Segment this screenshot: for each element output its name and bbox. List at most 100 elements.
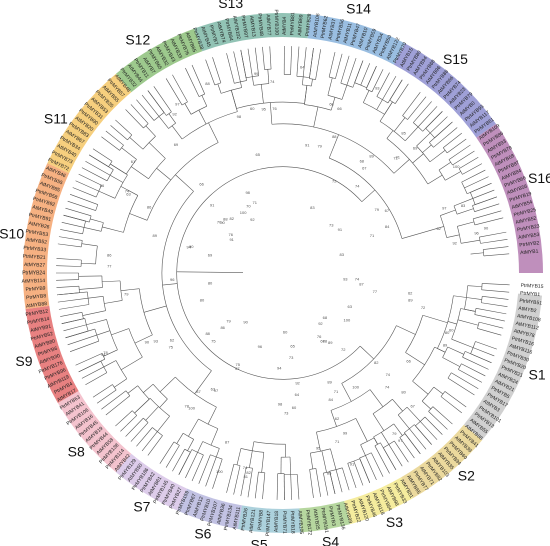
bootstrap-value: 70 (217, 219, 222, 224)
branch-segment (67, 200, 96, 211)
sector-label-s10: S10 (0, 226, 24, 242)
branch-segment (413, 101, 432, 123)
branch-segment (56, 265, 82, 267)
bootstrap-value: 60 (292, 405, 297, 410)
branch-segment (147, 435, 163, 456)
bootstrap-value: 91 (210, 203, 215, 208)
bootstrap-value: 72 (421, 305, 426, 310)
bootstrap-value: 75 (169, 344, 174, 349)
branch-arc (191, 449, 204, 456)
branch-segment (446, 234, 460, 238)
branch-arc (462, 351, 466, 358)
branch-segment (341, 85, 348, 100)
branch-segment (110, 163, 127, 175)
bootstrap-value: 94 (101, 352, 106, 357)
branch-segment (432, 406, 453, 425)
branch-segment (330, 410, 337, 427)
branch-segment (382, 75, 397, 100)
branch-segment (335, 53, 343, 79)
branch-segment (330, 97, 336, 111)
bootstrap-value: 75 (236, 362, 241, 367)
leaf-label: AtMYB4 (282, 16, 288, 35)
bootstrap-value: 85 (327, 471, 332, 476)
branch-segment (321, 450, 327, 473)
leaf-label: AtMYB105 (296, 510, 304, 534)
branch-segment (304, 85, 308, 105)
bootstrap-value: 100 (188, 406, 195, 411)
branch-segment (267, 69, 270, 84)
branch-segment (88, 154, 109, 168)
branch-segment (185, 67, 200, 97)
branch-segment (315, 468, 322, 497)
bootstrap-value: 65 (290, 344, 295, 349)
bootstrap-value: 90 (145, 340, 150, 345)
branch-segment (480, 239, 508, 244)
branch-segment (56, 285, 79, 288)
branch-segment (96, 330, 110, 336)
bootstrap-value: 79 (317, 144, 322, 149)
leaf-label: AtMYB11 (342, 22, 353, 44)
branch-segment (269, 102, 273, 125)
bootstrap-value: 79 (124, 292, 129, 297)
branch-segment (226, 464, 235, 493)
leaf-label: PtrMYB136 (334, 504, 346, 530)
branch-segment (61, 318, 84, 324)
branch-segment (120, 288, 140, 291)
bootstrap-value: 89 (443, 342, 448, 347)
branch-segment (371, 69, 384, 92)
branch-segment (103, 360, 117, 368)
branch-segment (474, 217, 504, 226)
branch-segment (466, 297, 482, 300)
branch-segment (444, 391, 467, 408)
branch-segment (452, 150, 475, 166)
branch-segment (102, 280, 121, 283)
branch-segment (130, 422, 149, 442)
branch-segment (188, 418, 199, 437)
branch-segment (58, 236, 83, 241)
branch-segment (208, 122, 219, 143)
sector-label-s14: S14 (346, 0, 371, 16)
branch-segment (240, 81, 242, 88)
clade-band-s15 (393, 43, 496, 138)
sector-label-s3: S3 (386, 514, 403, 530)
branch-segment (168, 113, 176, 124)
leaf-label: AtMYB74 (215, 21, 226, 43)
branch-segment (198, 109, 207, 125)
branch-segment (427, 174, 443, 185)
bootstrap-value: 81 (244, 474, 249, 479)
branch-segment (236, 448, 242, 465)
branch-segment (69, 340, 99, 352)
branch-segment (114, 378, 128, 388)
bootstrap-value: 76 (317, 334, 322, 339)
leaf-label: PtrMYB71 (281, 511, 287, 534)
branch-segment (172, 74, 188, 103)
branch-segment (233, 51, 241, 82)
branch-segment (447, 321, 457, 325)
branch-segment (127, 385, 138, 394)
bootstrap-value: 92 (172, 112, 177, 117)
branch-arc (102, 296, 106, 311)
bootstrap-value: 74 (243, 465, 248, 470)
branch-segment (347, 463, 357, 489)
bootstrap-value: 77 (107, 264, 112, 269)
branch-segment (212, 57, 222, 83)
branch-arc (137, 385, 150, 400)
branch-arc (363, 102, 385, 115)
branch-segment (381, 432, 390, 445)
branch-segment (379, 101, 393, 122)
branch-arc (253, 441, 286, 445)
bootstrap-value: 62 (408, 290, 413, 295)
leaf-label: PtrMYB25 (513, 207, 537, 218)
branch-segment (63, 214, 90, 223)
branch-segment (141, 94, 160, 117)
bootstrap-value: 82 (246, 470, 251, 475)
bootstrap-value: 79 (226, 318, 231, 323)
branch-segment (475, 341, 497, 350)
branch-segment (83, 227, 102, 232)
branch-segment (290, 474, 292, 500)
branch-arc (365, 88, 373, 93)
bootstrap-value: 72 (393, 156, 398, 161)
leaf-label: AtMYB27 (24, 262, 46, 269)
bootstrap-value: 99 (343, 431, 348, 436)
branch-segment (176, 433, 184, 444)
